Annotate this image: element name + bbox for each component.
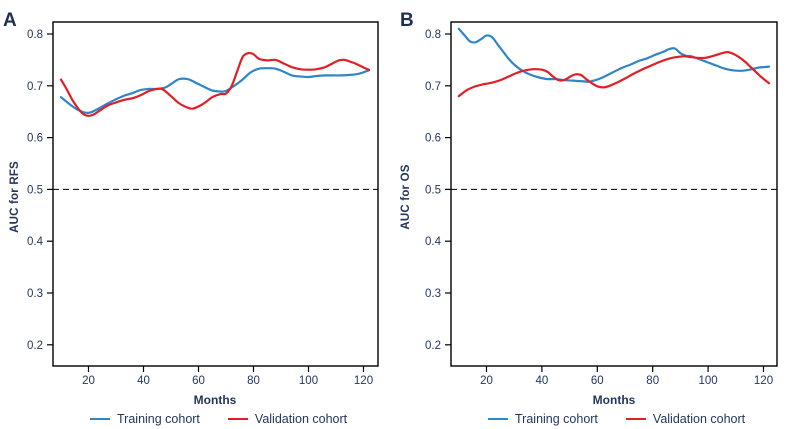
legend-item-validation: Validation cohort [227,412,348,426]
y-tick-label: 0.7 [27,81,43,93]
legend-label-training: Training cohort [515,412,598,426]
y-axis-title-os: AUC for OS [400,164,412,230]
x-tick-label: 40 [536,375,549,387]
training-cohort-line-swatch [90,418,110,420]
legend-label-validation: Validation cohort [254,412,348,426]
legend-panel-a: Training cohort Validation cohort [90,412,347,426]
y-tick-label: 0.5 [425,184,441,196]
x-axis-title-a: Months [193,393,237,407]
panel-letter-a: A [3,10,17,31]
y-tick-label: 0.4 [27,236,44,248]
legend-label-validation: Validation cohort [652,412,746,426]
training-cohort-curve [59,67,371,115]
x-tick-label: 60 [192,375,205,387]
y-tick-label: 0.7 [425,81,441,93]
x-axis-title-b: Months [592,393,636,407]
legend-item-training: Training cohort [488,412,598,426]
training-cohort-curve [457,27,771,83]
y-tick-label: 0.3 [27,288,43,300]
x-tick-label: 60 [591,375,604,387]
validation-cohort-line-swatch [625,418,646,420]
y-tick-label: 0.8 [27,29,43,41]
validation-cohort-curve [457,50,771,98]
legend-item-validation: Validation cohort [625,412,746,426]
x-tick-label: 100 [699,375,718,387]
y-tick-label: 0.2 [425,340,441,352]
y-tick-label: 0.6 [27,133,43,145]
plot-box [52,21,379,367]
y-tick-label: 0.5 [27,184,43,196]
validation-cohort-curve [59,51,371,117]
y-tick-label: 0.2 [27,340,43,352]
x-tick-label: 120 [754,375,773,387]
legend-panel-b: Training cohort Validation cohort [488,412,745,426]
legend-item-training: Training cohort [90,412,200,426]
legend-label-training: Training cohort [117,412,200,426]
y-tick-label: 0.3 [425,288,441,300]
x-tick-label: 120 [354,375,373,387]
x-tick-label: 100 [299,375,318,387]
y-tick-label: 0.8 [425,29,441,41]
training-cohort-line-swatch [488,418,508,420]
plot-box [450,21,778,367]
y-axis-title-rfs: AUC for RFS [9,161,21,233]
y-tick-label: 0.4 [425,236,442,248]
x-tick-label: 80 [646,375,659,387]
validation-cohort-line-swatch [227,418,248,420]
panel-letter-b: B [400,10,414,31]
x-tick-label: 40 [137,375,150,387]
x-tick-label: 20 [480,375,493,387]
y-tick-label: 0.6 [425,133,441,145]
x-tick-label: 20 [82,375,95,387]
x-tick-label: 80 [247,375,260,387]
